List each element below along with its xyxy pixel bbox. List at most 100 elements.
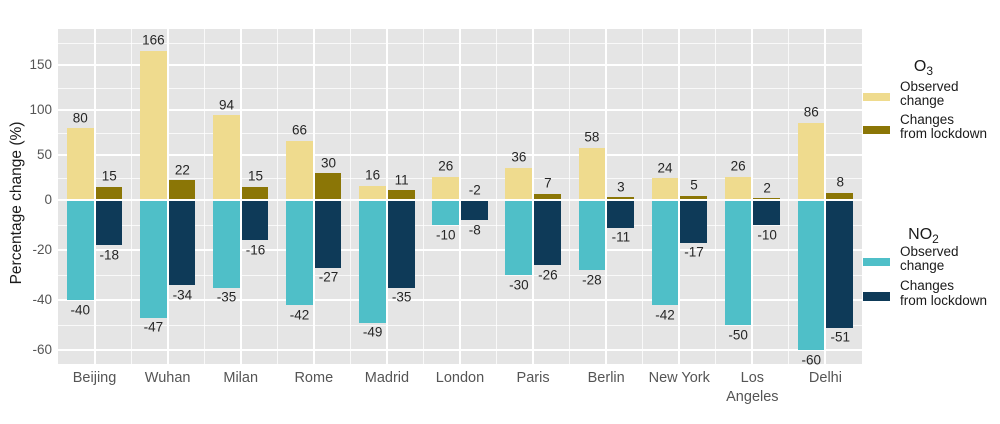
gridline-v-minor [130, 29, 132, 364]
gridline-v-minor [422, 29, 424, 364]
gridline-v-minor [788, 29, 790, 364]
bar-o3-lockdown [680, 195, 707, 200]
value-label-o3-observed: 16 [365, 167, 381, 183]
bar-no2-observed [797, 200, 825, 350]
value-label-no2-lockdown: -10 [757, 227, 777, 242]
x-tick-label: Los Angeles [726, 370, 779, 405]
legend-item-label-line: change [900, 93, 945, 108]
bar-o3-lockdown [607, 197, 634, 200]
value-label-o3-observed: 24 [657, 160, 673, 176]
legend-swatch [863, 125, 890, 134]
legend-title-text: NO [908, 225, 933, 243]
bar-o3-lockdown [241, 186, 269, 200]
gridline-v-minor [569, 29, 571, 364]
value-label-o3-observed: 80 [72, 110, 88, 125]
value-label-no2-lockdown: -11 [611, 229, 631, 245]
bar-no2-lockdown [753, 200, 780, 225]
gridline-v-major [751, 29, 754, 364]
gridline-v-major [312, 29, 315, 364]
value-label-o3-observed: 66 [292, 122, 308, 138]
bar-no2-observed [359, 200, 386, 323]
bar-no2-lockdown [241, 200, 269, 240]
legend-item-label-line: Changes [900, 111, 955, 127]
value-label-o3-lockdown: 30 [321, 155, 337, 170]
gridline-v-minor [349, 29, 351, 364]
bar-no2-observed [724, 200, 752, 325]
gridline-v-major [239, 29, 242, 364]
bar-no2-lockdown [607, 200, 634, 228]
x-tick-label: Madrid [364, 370, 410, 386]
legend-item-label-line: from lockdown [900, 292, 988, 308]
zero-line [58, 199, 862, 201]
legend-swatch [863, 257, 890, 266]
gridline-h-minor [58, 132, 862, 134]
value-label-o3-lockdown: 15 [101, 168, 117, 184]
value-label-no2-lockdown: -34 [172, 287, 193, 302]
gridline-v-minor [496, 29, 498, 364]
value-label-no2-lockdown: -26 [538, 267, 558, 282]
bar-no2-lockdown [826, 200, 854, 328]
bar-o3-observed [359, 185, 386, 200]
gridline-v-major [93, 29, 96, 364]
bar-o3-lockdown [534, 193, 561, 200]
y-tick-label: 50 [36, 147, 52, 162]
gridline-h-major [58, 64, 862, 66]
value-label-o3-lockdown: 3 [617, 179, 625, 195]
x-tick-label: Berlin [587, 370, 625, 386]
x-tick-label: Paris [516, 370, 550, 386]
y-tick-label: -20 [32, 242, 52, 257]
bar-o3-lockdown [95, 186, 123, 200]
value-label-no2-observed: -10 [435, 227, 456, 242]
gridline-v-major [532, 29, 535, 364]
bar-o3-observed [505, 167, 533, 200]
legend-title-subscript: 3 [926, 64, 934, 79]
value-label-o3-observed: 94 [218, 97, 234, 113]
gridline-h-major [58, 154, 862, 156]
y-tick-label: -40 [32, 292, 52, 307]
legend-item-label: Changes from lockdown [900, 111, 987, 142]
legend-item-label: Observed change [900, 244, 959, 274]
value-label-o3-lockdown: 2 [763, 180, 771, 196]
bar-o3-observed [432, 176, 459, 200]
value-label-no2-lockdown: -17 [684, 244, 704, 260]
bar-o3-observed [724, 176, 752, 200]
value-label-o3-lockdown: 7 [544, 175, 552, 191]
value-label-no2-lockdown: -18 [99, 247, 120, 262]
legend-item-label: Observed change [900, 79, 959, 109]
gridline-h-minor [58, 87, 862, 89]
x-tick-label: Delhi [808, 370, 842, 386]
bar-no2-lockdown [387, 200, 415, 288]
bar-no2-lockdown [95, 200, 123, 245]
legend-swatch [863, 92, 890, 101]
gridline-h-major [58, 299, 862, 301]
value-label-no2-observed: -49 [362, 324, 383, 340]
legend-group-title: NO2 [858, 226, 989, 246]
value-label-no2-observed: -42 [655, 307, 675, 322]
gridline-v-major [678, 29, 681, 364]
y-tick-label: 0 [44, 192, 52, 207]
bar-o3-observed [140, 50, 167, 200]
bar-no2-lockdown [314, 200, 342, 268]
bar-o3-observed [66, 128, 94, 200]
bar-o3-lockdown [826, 192, 854, 200]
value-label-o3-observed: 166 [142, 32, 165, 48]
legend-title-text: O [913, 58, 927, 75]
gridline-h-minor [58, 225, 862, 226]
value-label-no2-observed: -30 [509, 277, 529, 292]
gridline-h-minor [58, 275, 862, 276]
bar-no2-lockdown [168, 200, 196, 285]
gridline-h-major [58, 109, 862, 111]
value-label-no2-lockdown: -16 [245, 242, 266, 257]
value-label-no2-observed: -60 [801, 352, 821, 367]
y-tick-label: 100 [29, 102, 52, 117]
bar-no2-observed [66, 200, 94, 300]
y-tick-label: -60 [32, 342, 52, 357]
legend-group-title: O3 [858, 58, 989, 78]
value-label-no2-lockdown: -35 [391, 289, 412, 305]
value-label-no2-observed: -50 [728, 327, 748, 342]
bar-no2-observed [578, 200, 606, 270]
legend-swatch [863, 292, 890, 301]
bar-no2-observed [213, 200, 240, 288]
gridline-v-minor [276, 29, 278, 364]
